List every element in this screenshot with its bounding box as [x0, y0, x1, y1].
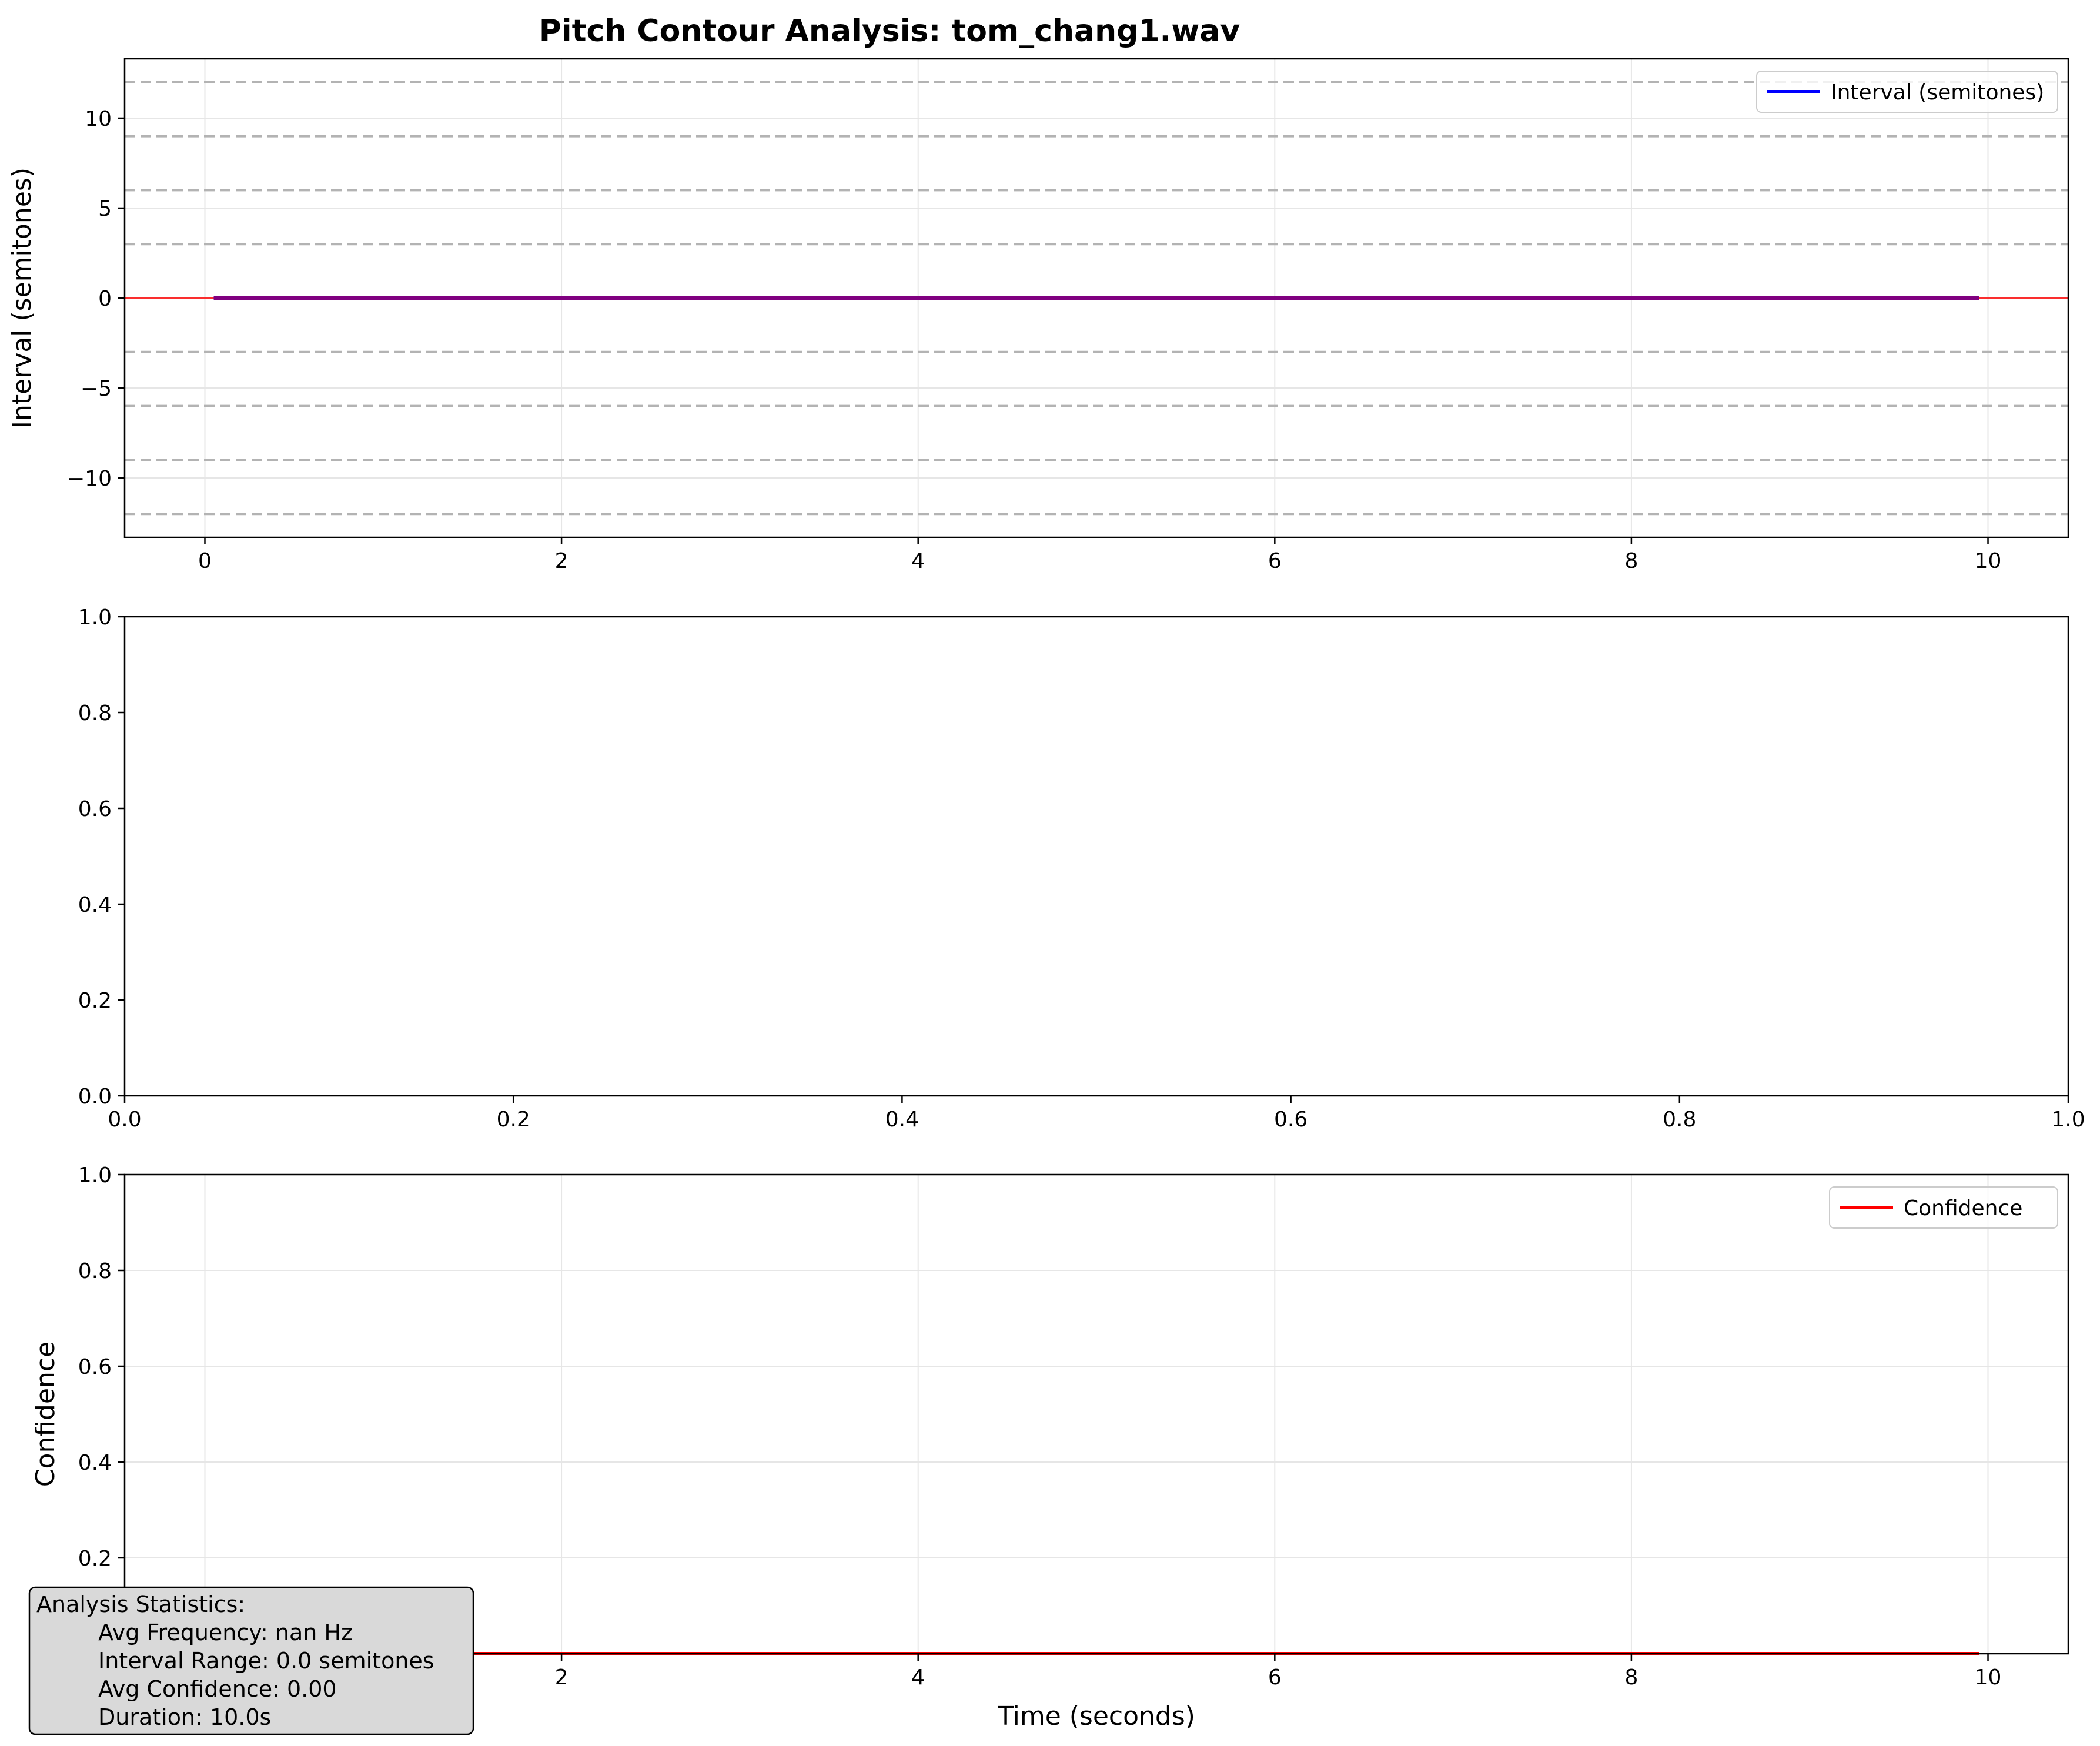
confidence-y-tick-label: 0.6 — [78, 1355, 112, 1379]
empty-y-tick-label: 0.0 — [78, 1085, 112, 1109]
interval-x-tick-label: 6 — [1268, 549, 1282, 573]
empty-x-tick-label: 0.6 — [1274, 1108, 1308, 1132]
interval-y-tick-label: 5 — [98, 197, 112, 221]
stats-background — [28, 1586, 474, 1735]
interval-legend-label: Interval (semitones) — [1831, 81, 2044, 105]
confidence-y-tick-label: 0.2 — [78, 1547, 112, 1571]
interval-x-tick-label: 8 — [1624, 549, 1638, 573]
interval-y-tick-label: 0 — [98, 287, 112, 311]
confidence-y-axis-label: Confidence — [31, 1342, 61, 1487]
interval-reference-lines — [125, 81, 2068, 516]
stats-avg-frequency: Avg Frequency: nan Hz — [98, 1620, 353, 1645]
stats-interval-range: Interval Range: 0.0 semitones — [98, 1648, 434, 1674]
empty-x-tick-label: 0.2 — [497, 1108, 530, 1132]
interval-legend-box — [1756, 71, 2058, 113]
empty-y-tick-label: 0.4 — [78, 893, 112, 917]
empty-x-tick-label: 0.4 — [885, 1108, 919, 1132]
stats-duration: Duration: 10.0s — [98, 1704, 271, 1730]
interval-panel: 0 2 4 6 8 10 −10 −5 0 5 10 Interval (semitones) In… — [7, 58, 2069, 573]
empty-panel: 0.0 0.2 0.4 0.6 0.8 1.0 0.0 0.2 0.4 0.6 0.8 1.0 — [78, 606, 2085, 1132]
confidence-axes-frame — [123, 1173, 2069, 1655]
interval-ticks: 0 2 4 6 8 10 −10 −5 0 5 10 — [67, 107, 2001, 573]
empty-x-tick-label: 0.8 — [1663, 1108, 1696, 1132]
confidence-x-tick-label: 4 — [911, 1665, 925, 1690]
empty-y-tick-label: 0.2 — [78, 989, 112, 1013]
confidence-x-tick-label: 10 — [1975, 1665, 2002, 1690]
empty-axes-frame — [123, 616, 2069, 1097]
confidence-y-tick-label: 0.8 — [78, 1259, 112, 1283]
chart-title: Pitch Contour Analysis: tom_chang1.wav — [539, 14, 1240, 49]
empty-x-tick-label: 1.0 — [2051, 1108, 2085, 1132]
interval-x-tick-label: 10 — [1975, 549, 2002, 573]
interval-x-tick-label: 4 — [911, 549, 925, 573]
stats-avg-confidence: Avg Confidence: 0.00 — [98, 1676, 337, 1702]
confidence-x-tick-label: 8 — [1624, 1665, 1638, 1690]
interval-legend: Interval (semitones) — [1756, 71, 2058, 113]
empty-panel-ticks: 0.0 0.2 0.4 0.6 0.8 1.0 0.0 0.2 0.4 0.6 0.8 1.0 — [78, 606, 2085, 1132]
empty-x-tick-label: 0.0 — [108, 1108, 141, 1132]
interval-y-axis-label: Interval (semitones) — [7, 168, 37, 429]
confidence-legend-box — [1829, 1186, 2058, 1229]
interval-y-tick-label: 10 — [85, 107, 112, 131]
empty-y-tick-label: 0.8 — [78, 701, 112, 725]
confidence-x-tick-label: 2 — [555, 1665, 569, 1690]
empty-y-tick-label: 1.0 — [78, 606, 112, 630]
time-x-axis-label: Time (seconds) — [997, 1701, 1195, 1731]
interval-x-tick-label: 2 — [555, 549, 569, 573]
confidence-legend: Confidence — [1829, 1186, 2058, 1229]
interval-x-tick-label: 0 — [198, 549, 212, 573]
confidence-y-tick-label: 1.0 — [78, 1163, 112, 1188]
confidence-x-tick-label: 6 — [1268, 1665, 1282, 1690]
analysis-statistics-box: Analysis Statistics: Avg Frequency: nan … — [28, 1586, 474, 1735]
confidence-legend-label: Confidence — [1904, 1196, 2022, 1220]
interval-y-tick-label: −10 — [67, 467, 112, 491]
stats-heading: Analysis Statistics: — [36, 1591, 245, 1617]
interval-y-tick-label: −5 — [81, 377, 112, 401]
confidence-y-tick-label: 0.4 — [78, 1451, 112, 1475]
empty-y-tick-label: 0.6 — [78, 797, 112, 821]
